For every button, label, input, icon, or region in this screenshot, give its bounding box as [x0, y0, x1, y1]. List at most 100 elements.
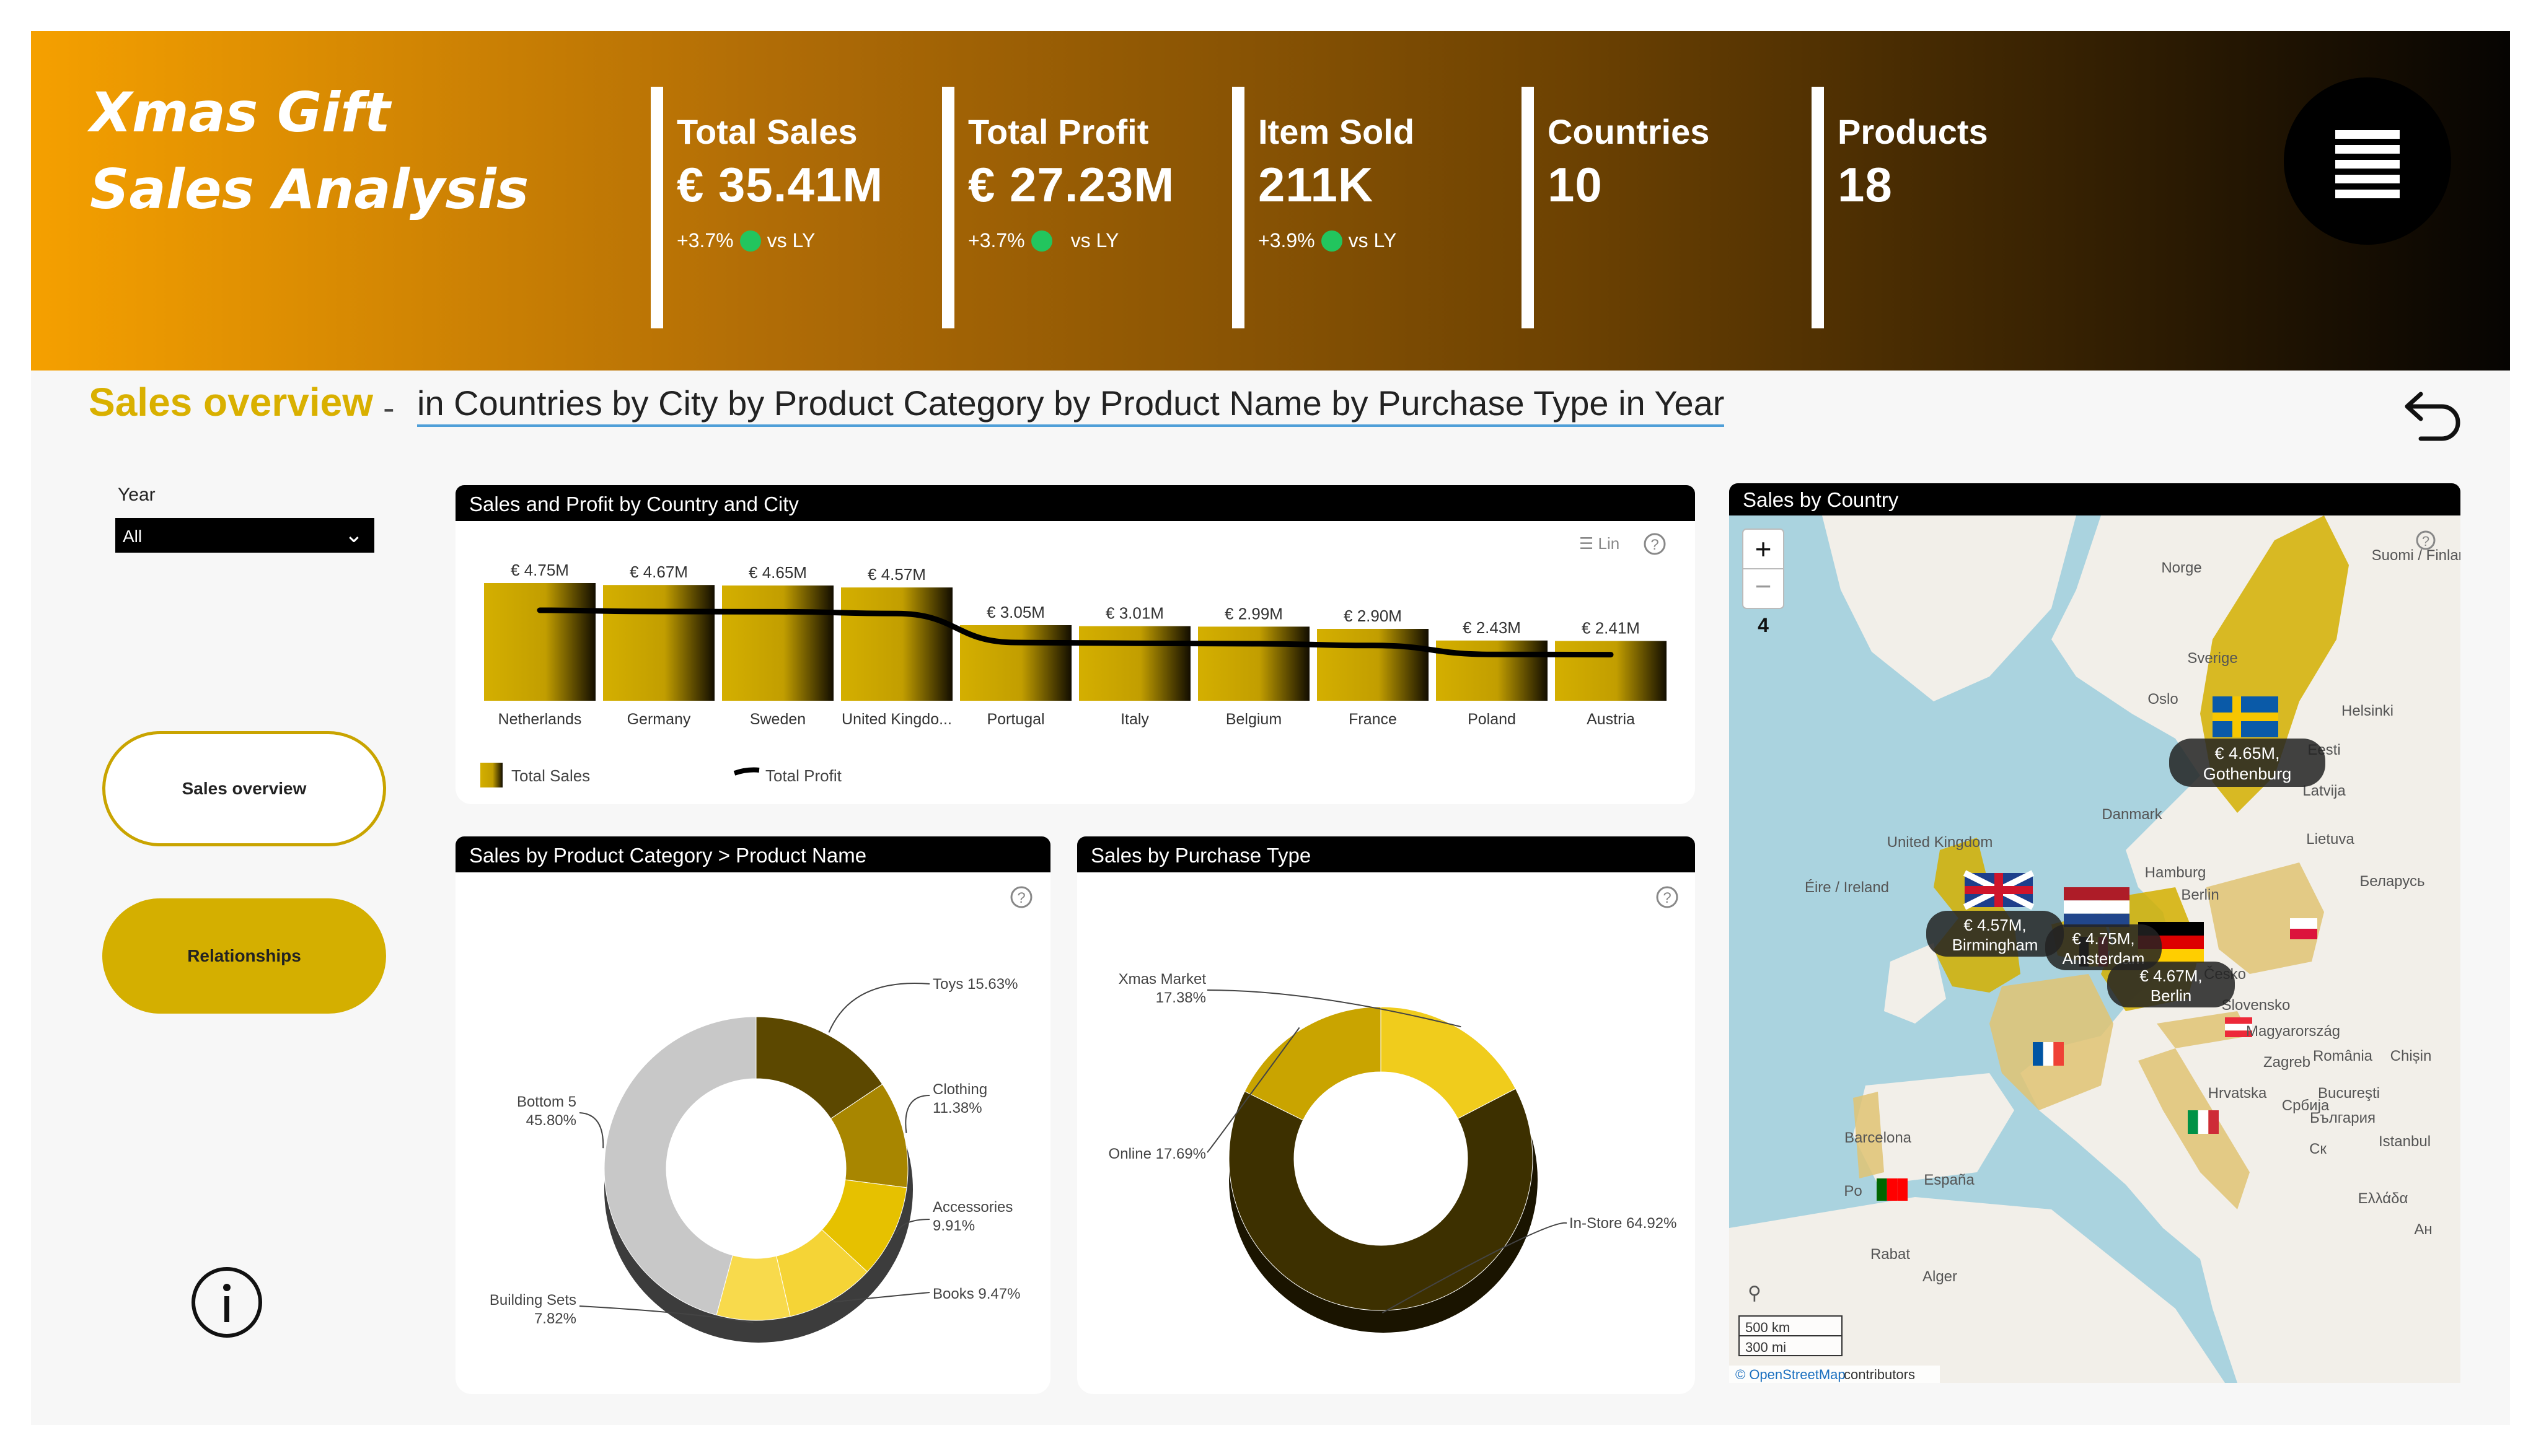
legend-total-profit-swatch: [733, 767, 760, 776]
drill-path-subtitle[interactable]: in Countries by City by Product Category…: [417, 383, 1725, 427]
bar-10[interactable]: [1555, 641, 1667, 701]
linear-scale-toggle[interactable]: ☰ Lin: [1579, 534, 1619, 553]
compass-icon: ⚲: [1748, 1283, 1761, 1304]
city-bubble-gothenburg[interactable]: € 4.65M, Gothenburg: [2169, 739, 2325, 787]
category-tick-label: Belgium: [1226, 711, 1282, 728]
kpi-item-sold: Item Sold 211K +3.9% vs LY: [1232, 87, 1414, 328]
help-icon[interactable]: [2416, 530, 2436, 550]
map-place-label: Berlin: [2181, 887, 2219, 903]
help-icon[interactable]: ?: [1009, 885, 1034, 910]
map-place-label: Lietuva: [2306, 831, 2354, 848]
total-profit-line: [537, 607, 1614, 658]
svg-text:?: ?: [1663, 890, 1671, 906]
slice-label: Online 17.69%: [1109, 1146, 1206, 1162]
kpi-comparison: +3.9% vs LY: [1258, 229, 1414, 252]
report-title: Xmas Gift Sales Analysis: [90, 74, 529, 228]
sales-overview-button[interactable]: Sales overview: [102, 731, 386, 846]
attribution-link[interactable]: © OpenStreetMap: [1735, 1367, 1846, 1382]
flag-cross: [2213, 713, 2278, 721]
scale-km: 500 km: [1745, 1320, 1790, 1335]
category-tick-label: United Kingdo...: [842, 711, 952, 728]
city-bubble-birmingham[interactable]: € 4.57M, Birmingham: [1926, 911, 2064, 957]
help-icon[interactable]: ?: [1642, 532, 1667, 556]
zoom-level: 4: [1758, 614, 1769, 636]
flag-cross: [1965, 886, 2033, 894]
map-place-label: Éire / Ireland: [1805, 879, 1889, 896]
kpi-label: Countries: [1548, 112, 1710, 151]
sweden-flag-icon: [2213, 696, 2278, 737]
category-tick-label: Italy: [1121, 711, 1149, 728]
kpi-total-profit: Total Profit € 27.23M +3.7% vs LY: [942, 87, 1174, 328]
kpi-delta: +3.7%: [677, 229, 734, 252]
bar-6[interactable]: [1079, 626, 1191, 701]
city-bubble-amsterdam[interactable]: € 4.75M, Amsterdam: [2045, 924, 2162, 970]
city-bubble-berlin[interactable]: € 4.67M, Berlin: [2107, 962, 2235, 1007]
bar-4[interactable]: [841, 587, 953, 701]
flag-stripe: [2290, 929, 2317, 939]
sales-by-country-map[interactable]: Norge Sverige Oslo Suomi / Finland Helsinki E…: [1729, 515, 2460, 1383]
kpi-delta: +3.7%: [968, 229, 1025, 252]
bar-7[interactable]: [1198, 626, 1310, 701]
bar-value-label: € 2.90M: [1344, 607, 1402, 625]
uk-flag-icon: [1963, 870, 2035, 910]
zoom-out-button[interactable]: −: [1755, 570, 1772, 602]
svg-text:?: ?: [1017, 890, 1025, 906]
zoom-in-button[interactable]: +: [1755, 533, 1772, 565]
map-place-label: Alger: [1922, 1268, 1957, 1285]
info-icon[interactable]: [190, 1265, 264, 1340]
year-dropdown[interactable]: All ⌄: [115, 518, 374, 553]
category-tick-label: Portugal: [987, 711, 1044, 728]
bar-value-label: € 3.01M: [1106, 604, 1164, 623]
svg-text:?: ?: [1650, 537, 1658, 553]
kpi-value: € 35.41M: [677, 157, 884, 212]
bubble-city: Berlin: [2151, 986, 2191, 1005]
map-place-label: Oslo: [2147, 691, 2178, 708]
slice-label: Building Sets: [490, 1292, 576, 1309]
kpi-vs: vs LY: [767, 229, 816, 252]
map-place-label: Ελλάδα: [2358, 1190, 2408, 1207]
austria-flag-icon: [2225, 1017, 2252, 1037]
help-icon[interactable]: ?: [1655, 885, 1680, 910]
bar-8[interactable]: [1317, 629, 1429, 701]
legend-total-profit: Total Profit: [765, 766, 842, 785]
donut-hole: [666, 1079, 846, 1258]
bar-3[interactable]: [722, 585, 834, 701]
relationships-button[interactable]: Relationships: [102, 898, 386, 1014]
positive-dot-icon: [739, 230, 761, 252]
hamburger-menu-icon[interactable]: [2284, 77, 2451, 245]
bar-1[interactable]: [484, 583, 596, 701]
kpi-value: € 27.23M: [968, 157, 1175, 212]
flag-stripe: [1877, 1178, 1887, 1201]
kpi-vs: vs LY: [1070, 229, 1119, 252]
slice-label: 11.38%: [933, 1100, 982, 1116]
donut-hole: [1294, 1072, 1468, 1245]
report-title-line2: Sales Analysis: [90, 157, 529, 221]
bar-2[interactable]: [603, 585, 715, 701]
leader-line: [1207, 1027, 1300, 1153]
leader-line: [905, 1095, 930, 1134]
region-poland: [2206, 862, 2324, 974]
slice-label: Bottom 5: [517, 1094, 576, 1110]
slice-label: 45.80%: [526, 1112, 576, 1129]
land-ireland: [1884, 943, 1946, 1024]
bar-9[interactable]: [1436, 640, 1548, 701]
map-place-label: Беларусь: [2360, 873, 2425, 890]
flag-stripe: [2225, 1030, 2252, 1037]
page-title: Sales overview: [89, 380, 373, 424]
kpi-total-sales: Total Sales € 35.41M +3.7% vs LY: [651, 87, 883, 328]
category-tick-label: France: [1349, 711, 1397, 728]
map-place-label: Istanbul: [2379, 1133, 2431, 1150]
france-flag-icon: [2033, 1042, 2064, 1066]
back-arrow-icon[interactable]: [2398, 389, 2460, 445]
kpi-label: Products: [1838, 112, 1988, 151]
header-banner: Xmas Gift Sales Analysis Total Sales € 3…: [31, 31, 2510, 371]
relationships-label: Relationships: [187, 946, 301, 965]
flag-stripe: [2033, 1042, 2043, 1066]
leader-line: [579, 1305, 754, 1323]
legend-total-sales: Total Sales: [511, 766, 590, 785]
purchase-title: Sales by Purchase Type: [1091, 844, 1311, 867]
map-place-label: Србија: [2282, 1097, 2330, 1114]
map-title: Sales by Country: [1743, 488, 1899, 511]
scale-mi: 300 mi: [1745, 1340, 1786, 1355]
slice-label: Xmas Market: [1119, 971, 1207, 988]
